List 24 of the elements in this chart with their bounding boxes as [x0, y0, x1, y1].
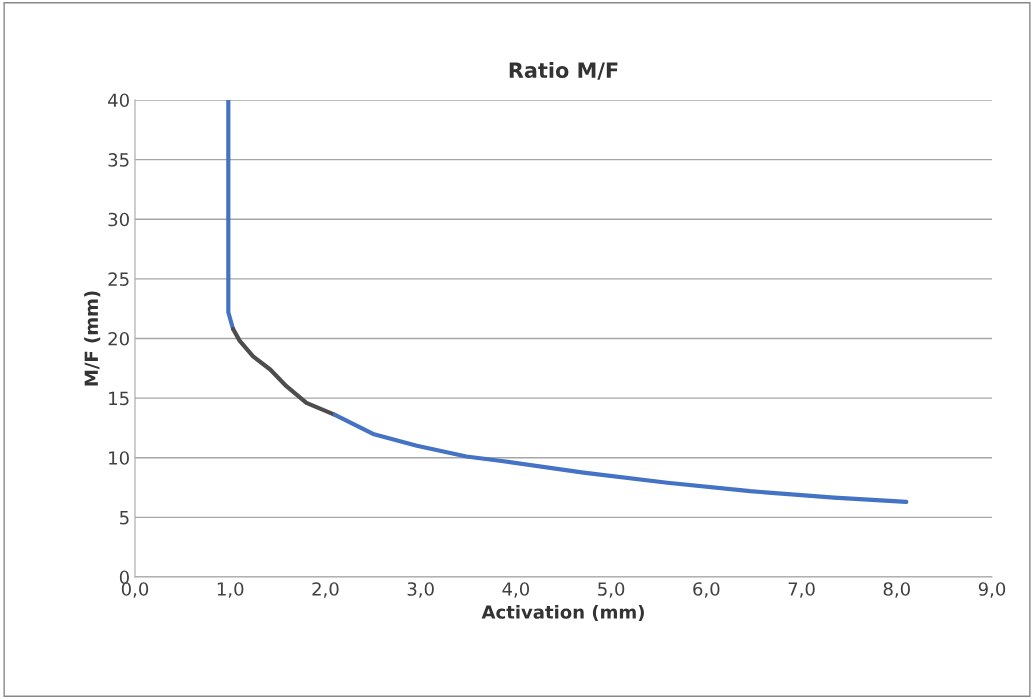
x-tick-label: 7,0: [788, 582, 815, 598]
x-tick-label: 2,0: [312, 582, 339, 598]
x-axis-title: Activation (mm): [481, 604, 644, 621]
y-tick-label: 30: [108, 212, 129, 227]
y-tick-label: 25: [108, 272, 129, 286]
line-series: [230, 326, 338, 417]
y-tick-label: 35: [108, 153, 129, 167]
y-tick-label: 15: [109, 391, 129, 406]
x-tick-label: 1,0: [217, 582, 244, 598]
chart-title: Ratio M/F: [509, 61, 618, 80]
y-axis-title: M/F (mm): [84, 291, 101, 386]
y-tick-label: 20: [108, 331, 129, 346]
x-tick-label: 5,0: [598, 582, 625, 598]
y-tick-label: 40: [108, 93, 129, 108]
x-tick-label: 0,0: [121, 582, 149, 598]
x-tick-label: 6,0: [693, 582, 720, 598]
y-tick-label: 0: [119, 570, 129, 585]
x-tick-label: 9,0: [978, 582, 1006, 598]
y-tick-label: 5: [120, 511, 129, 525]
x-tick-label: 3,0: [407, 582, 434, 598]
line-series: [332, 412, 909, 504]
x-tick-label: 4,0: [502, 582, 530, 598]
y-tick-label: 10: [109, 451, 129, 465]
x-tick-label: 8,0: [883, 582, 910, 598]
